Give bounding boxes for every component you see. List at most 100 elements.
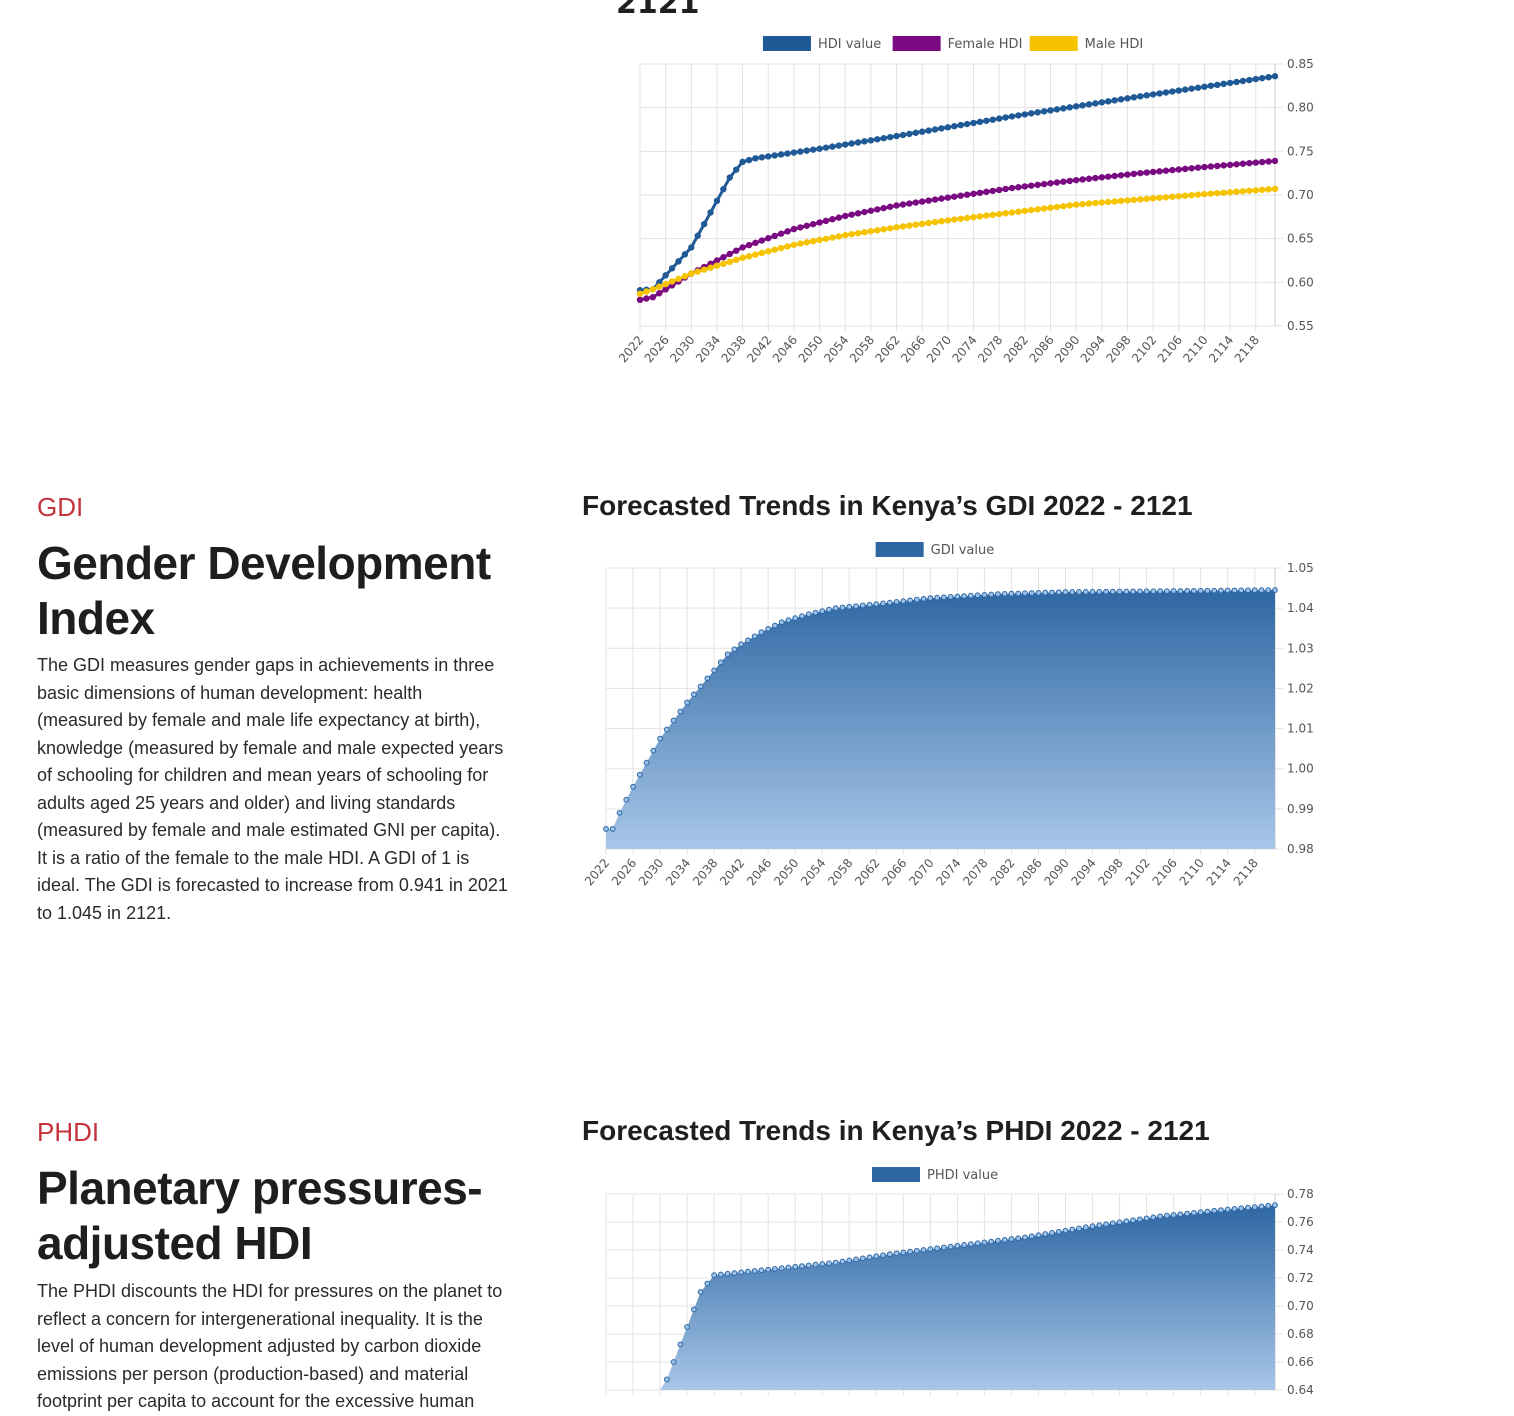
data-point [1085,101,1093,108]
data-point [925,197,932,204]
data-point [1251,587,1258,594]
data-point [842,212,849,220]
x-tick-label: 2030 [636,856,666,888]
data-point [603,826,609,832]
data-point [636,290,644,297]
gdi-paragraph-line: basic dimensions of human development: h… [37,682,423,703]
data-point [1207,82,1215,89]
data-point [1111,172,1118,180]
y-tick-label: 0.70 [1287,188,1314,202]
data-point [1226,79,1234,87]
data-point [803,239,810,246]
data-point [1258,587,1265,594]
data-point [1246,159,1253,167]
data-point [989,116,996,123]
data-point [899,223,907,230]
data-point [1204,1208,1211,1215]
data-point [938,218,945,225]
data-point [1220,189,1227,196]
data-point [758,629,765,636]
data-point [711,1272,718,1279]
data-point [873,601,880,608]
data-point [636,771,643,778]
data-point [970,190,977,197]
y-tick-label: 1.03 [1287,641,1314,655]
data-point [1188,165,1195,172]
data-point [1163,588,1170,595]
data-point [784,243,791,250]
data-point [790,149,798,156]
legend-swatch [872,1167,920,1182]
data-point [1214,189,1221,197]
data-point [989,211,996,219]
data-point [907,1248,913,1255]
data-point [853,603,859,610]
data-point [913,1247,920,1254]
data-point [989,187,996,195]
data-point [1204,587,1211,594]
data-point [899,201,907,208]
data-point [778,1265,785,1272]
data-point [1008,209,1016,216]
data-point [906,222,913,229]
data-point [694,268,701,275]
data-point [1194,191,1202,198]
x-tick-label: 2054 [821,333,851,365]
data-point [694,232,701,239]
data-point [1066,202,1073,209]
data-point [1252,159,1259,166]
data-point [1117,197,1125,205]
phdi-paragraph-line: emissions per person (production-based) … [37,1363,469,1384]
x-tick-label: 2114 [1206,333,1236,365]
data-point [1109,588,1116,595]
data-point [1066,104,1073,111]
data-point [643,295,650,302]
data-point [1272,1202,1278,1209]
x-tick-label: 2098 [1096,856,1126,888]
data-point [873,1253,880,1260]
data-point [1079,102,1086,109]
data-point [1137,169,1144,177]
data-point [867,137,875,144]
data-point [1123,588,1130,595]
data-point [919,198,926,205]
series-area [606,590,1275,849]
data-point [822,235,830,242]
data-point [700,220,708,228]
data-point [859,1255,866,1262]
y-tick-label: 0.70 [1287,1299,1314,1313]
data-point [1136,1216,1143,1223]
data-point [656,290,663,297]
data-point [1124,95,1131,102]
data-point [690,1306,697,1313]
data-point [934,1245,941,1252]
data-point [1028,182,1035,189]
data-point [1157,1213,1164,1220]
data-point [1258,158,1266,166]
x-tick-label: 2110 [1177,856,1207,888]
data-point [854,210,862,217]
legend-label: GDI value [931,543,995,558]
data-point [1053,106,1061,113]
data-point [1258,186,1266,194]
data-point [758,154,766,161]
data-point [1265,186,1272,193]
data-point [1211,1207,1218,1214]
x-tick-label: 2106 [1150,856,1180,888]
data-point [1201,190,1208,198]
data-point [1066,177,1073,185]
data-point [711,667,718,674]
x-tick-label: 2034 [693,333,723,365]
data-point [1157,588,1164,595]
data-point [670,1359,677,1365]
data-point [1028,1233,1035,1240]
x-tick-label: 2042 [744,333,774,365]
data-point [842,231,849,239]
data-point [630,783,636,790]
data-point [731,646,738,653]
data-point [771,246,778,253]
data-point [1117,172,1125,179]
data-point [893,202,900,209]
data-point [609,826,616,832]
data-point [886,203,894,210]
